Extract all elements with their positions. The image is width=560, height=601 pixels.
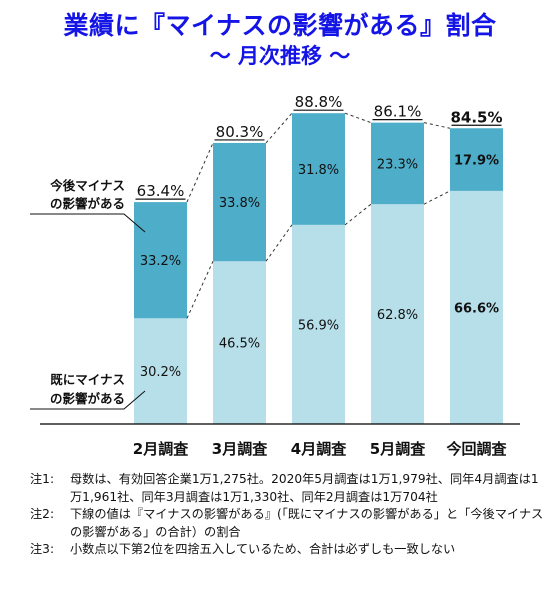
bar-future-impact (292, 113, 345, 225)
data-label-existing: 46.5% (219, 337, 260, 352)
data-label-future: 33.8% (219, 196, 260, 211)
bar-existing-impact (134, 318, 187, 424)
series-label-existing: 既にマイナス (50, 372, 125, 387)
total-label: 84.5% (450, 108, 502, 126)
footnote-label: 注3: (30, 542, 55, 557)
connector-line-total (344, 112, 372, 124)
x-tick-label: 5月調査 (370, 440, 426, 458)
footnote-label: 注1: (30, 472, 55, 486)
connector-line-existing (186, 261, 214, 319)
bar-existing-impact (292, 224, 345, 424)
footnote-2: 注2: 下線の値は『マイナスの影響がある』(「既にマイナスの影響がある」と「今後… (30, 506, 550, 541)
footnote-text: 母数は、有効回答企業1万1,275社。2020年5月調査は1万1,979社、同年… (70, 472, 539, 504)
footnotes: 注1: 母数は、有効回答企業1万1,275社。2020年5月調査は1万1,979… (30, 471, 550, 559)
total-label: 63.4% (137, 182, 185, 200)
connector-line-total (186, 142, 214, 203)
data-label-existing: 30.2% (140, 365, 181, 380)
x-tick-label: 今回調査 (445, 440, 507, 458)
footnote-1: 注1: 母数は、有効回答企業1万1,275社。2020年5月調査は1万1,979… (30, 471, 550, 506)
connector-line-existing (423, 190, 451, 205)
callout-line-existing (30, 390, 146, 410)
callout-line-future (30, 213, 146, 233)
chart-subtitle: ～ 月次推移 ～ (209, 44, 351, 68)
data-label-existing: 56.9% (298, 318, 339, 333)
series-label-existing: の影響がある (50, 391, 125, 406)
total-label: 86.1% (374, 103, 422, 121)
footnote-label: 注2: (30, 507, 55, 522)
data-label-existing: 66.6% (454, 301, 499, 316)
bar-existing-impact (213, 261, 266, 424)
data-label-future: 33.2% (140, 254, 181, 269)
data-label-future: 23.3% (377, 157, 418, 172)
footnote-text: 下線の値は『マイナスの影響がある』(「既にマイナスの影響がある」と「今後マイナス… (70, 507, 544, 539)
bar-future-impact (134, 202, 187, 319)
data-label-existing: 62.8% (377, 308, 418, 323)
connector-line-existing (344, 203, 372, 226)
series-label-future: 今後マイナス (49, 178, 125, 193)
bar-existing-impact (371, 204, 424, 424)
bar-future-impact (450, 128, 503, 191)
footnote-3: 注3: 小数点以下第2位を四捨五入しているため、合計は必ずしも一致しない (30, 541, 550, 559)
x-tick-label: 3月調査 (212, 440, 268, 458)
bar-future-impact (371, 122, 424, 205)
connector-line-total (423, 122, 451, 129)
data-label-future: 31.8% (298, 163, 339, 178)
x-tick-label: 2月調査 (133, 440, 189, 458)
bar-future-impact (213, 142, 266, 262)
connector-line-existing (265, 224, 293, 262)
total-label: 88.8% (295, 93, 343, 111)
series-label-future: の影響がある (50, 196, 125, 211)
footnote-text: 小数点以下第2位を四捨五入しているため、合計は必ずしも一致しない (70, 542, 456, 557)
connector-line-total (265, 112, 293, 144)
data-label-future: 17.9% (454, 154, 499, 169)
chart-title: 業績に『マイナスの影響がある』割合 (63, 11, 497, 40)
stacked-bar-chart: 30.2% 33.2% 63.4% 2月調査 46.5% 33.8% 80.3% 3月調査 56… (30, 93, 520, 458)
total-label: 80.3% (216, 123, 264, 141)
x-tick-label: 4月調査 (291, 440, 347, 458)
bar-existing-impact (450, 190, 503, 424)
